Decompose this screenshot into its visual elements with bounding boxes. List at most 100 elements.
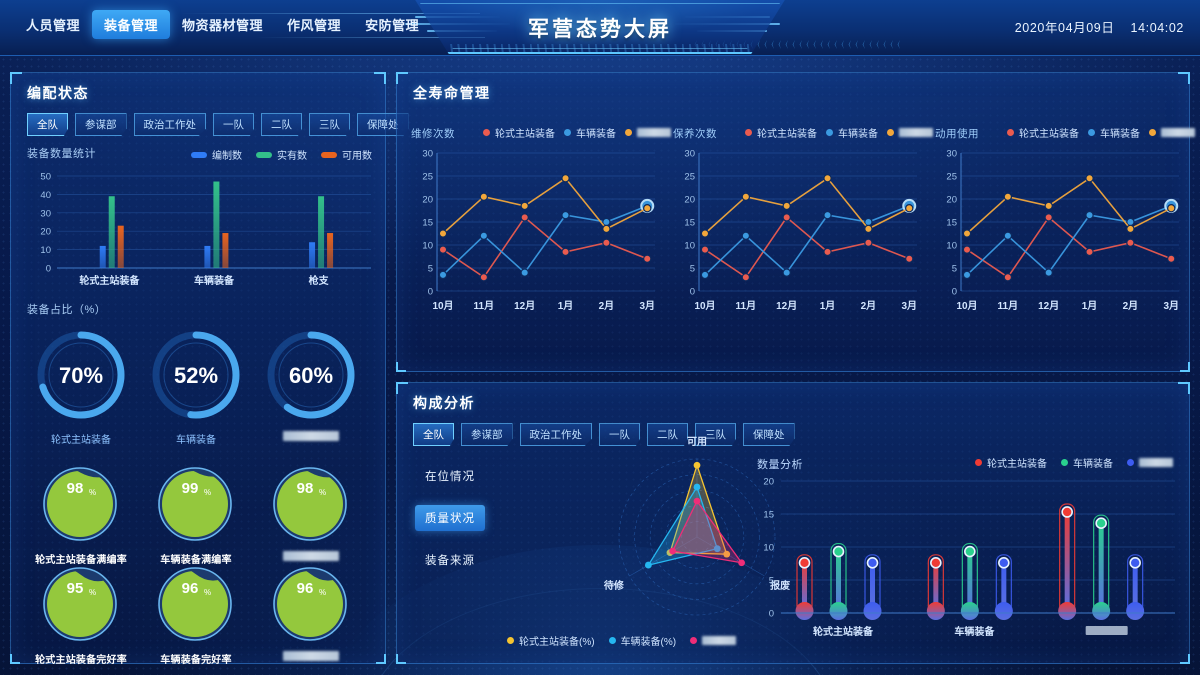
- bar-legend-label-0: 编制数: [212, 151, 242, 162]
- composition-filter-2[interactable]: 政治工作处: [519, 423, 592, 446]
- svg-text:3月: 3月: [901, 300, 917, 312]
- liquid-gauge-0: 98%: [43, 467, 117, 541]
- svg-text:70%: 70%: [59, 363, 103, 388]
- radar-legend-swatch-1: [608, 637, 616, 644]
- radar-legend-label-redacted-2: [702, 636, 737, 645]
- allocation-filter-2[interactable]: 政治工作处: [133, 113, 206, 136]
- lifecycle-legend-2-item-0: 轮式主站装备: [1007, 125, 1079, 140]
- svg-text:0: 0: [428, 287, 433, 298]
- svg-text:10: 10: [946, 241, 957, 252]
- radar-legend-label-1: 车辆装备(%): [620, 637, 677, 648]
- svg-text:20: 20: [684, 195, 695, 206]
- svg-text:%: %: [89, 488, 96, 497]
- svg-text:25: 25: [684, 172, 695, 183]
- bar-section-label: 装备数量统计: [27, 148, 96, 160]
- allocation-filter-group[interactable]: 全队 参谋部 政治工作处 一队 二队 三队 保障处: [27, 113, 409, 136]
- panel-composition-analysis: 构成分析 全队 参谋部 政治工作处 一队 二队 三队 保障处 可用 报废 待修 轮式主站装备(%…: [396, 382, 1190, 664]
- side-tab-1[interactable]: 质量状况: [415, 505, 485, 531]
- liquid-gauge-label-0: 轮式主站装备满编率: [35, 555, 127, 566]
- composition-filter-group[interactable]: 全队 参谋部 政治工作处 一队 二队 三队 保障处: [413, 423, 795, 446]
- lifecycle-legend-2-item-2: [1149, 128, 1195, 137]
- svg-text:枪支: 枪支: [309, 274, 330, 287]
- composition-filter-6[interactable]: 保障处: [743, 423, 795, 446]
- svg-text:轮式主站装备: 轮式主站装备: [813, 625, 874, 638]
- main-nav[interactable]: 人员管理 装备管理 物资器材管理 作风管理 安防管理: [14, 0, 431, 48]
- title-frame: [415, 0, 785, 54]
- nav-item-1[interactable]: 装备管理: [92, 9, 171, 39]
- side-tab-0[interactable]: 在位情况: [425, 471, 475, 483]
- qty-legend-swatch-2: [1127, 459, 1134, 466]
- svg-text:5: 5: [690, 264, 695, 275]
- composition-filter-0[interactable]: 全队: [413, 423, 454, 446]
- svg-text:车辆装备: 车辆装备: [954, 625, 995, 638]
- lifecycle-legend-1-label-1: 车辆装备: [838, 129, 878, 140]
- lifecycle-legend-1-item-2: [887, 128, 933, 137]
- header-bar: 人员管理 装备管理 物资器材管理 作风管理 安防管理 军营态势大屏 2020年04月09…: [0, 0, 1200, 56]
- allocation-filter-3[interactable]: 一队: [213, 113, 254, 136]
- svg-text:98: 98: [67, 480, 84, 497]
- quantity-analysis-bar-chart: 0 5 10 15 20 轮式主站装备 车辆装备: [763, 477, 1175, 638]
- allocation-filter-6[interactable]: 保障处: [357, 113, 409, 136]
- nav-item-4[interactable]: 安防管理: [365, 17, 420, 33]
- lifecycle-legend-0-item-2: [625, 128, 671, 137]
- allocation-filter-1[interactable]: 参谋部: [75, 113, 127, 136]
- svg-text:2月: 2月: [1123, 300, 1139, 312]
- nav-item-2[interactable]: 物资器材管理: [182, 17, 264, 33]
- svg-text:30: 30: [40, 208, 51, 219]
- allocation-filter-0[interactable]: 全队: [27, 113, 68, 136]
- qty-legend-label-1: 车辆装备: [1073, 459, 1113, 470]
- svg-text:10月: 10月: [956, 300, 977, 312]
- allocation-filter-5[interactable]: 三队: [309, 113, 350, 136]
- lifecycle-legend-2-swatch-2: [1149, 129, 1156, 136]
- lifecycle-legend-0-label-1: 车辆装备: [576, 129, 616, 140]
- svg-text:轮式主站装备: 轮式主站装备: [79, 274, 140, 287]
- nav-item-3[interactable]: 作风管理: [287, 17, 342, 33]
- radar-legend-swatch-2: [690, 637, 698, 644]
- header-accent-line-1: [180, 13, 480, 14]
- svg-text:0: 0: [952, 287, 957, 298]
- svg-text:%: %: [319, 588, 326, 597]
- svg-text:25: 25: [422, 172, 433, 183]
- svg-text:可用: 可用: [687, 436, 707, 448]
- qty-legend-label-0: 轮式主站装备: [987, 459, 1047, 470]
- lifecycle-chart-title-0: 维修次数: [411, 128, 455, 140]
- equipment-count-bar-chart: 0 10 20 30 40 50 轮式主站装备 车辆装备 枪支: [40, 172, 371, 287]
- lifecycle-legend-1-item-1: 车辆装备: [826, 125, 878, 140]
- svg-text:2月: 2月: [599, 300, 615, 312]
- qty-legend-swatch-0: [975, 459, 982, 466]
- lifecycle-chart-title-1: 保养次数: [673, 128, 717, 140]
- ratio-ring-label-0: 轮式主站装备: [51, 435, 111, 446]
- composition-filter-3[interactable]: 一队: [599, 423, 640, 446]
- svg-text:5: 5: [769, 576, 774, 587]
- bar-legend-item-0: 编制数: [191, 147, 242, 162]
- lifecycle-line-chart-1: 0 5 10 15 20 25 30 10月 11月 12月 1月 2月 3月: [684, 149, 917, 313]
- lifecycle-legend-0-swatch-2: [625, 129, 632, 136]
- svg-text:12月: 12月: [1038, 300, 1059, 312]
- lifecycle-line-chart-0: 0 5 10 15 20 25 30 10月 11月 12月 1月 2月 3月: [422, 149, 655, 313]
- panel-lifecycle-management: 全寿命管理 维修次数 轮式主站装备 车辆装备 0 5 10 15 20 25 30 10月 11月 12…: [396, 72, 1195, 372]
- svg-text:15: 15: [946, 218, 957, 229]
- lifecycle-legend-0-label-redacted-2: [637, 128, 671, 137]
- lifecycle-legend-0-item-1: 车辆装备: [564, 125, 616, 140]
- svg-text:96: 96: [297, 580, 314, 597]
- svg-text:10月: 10月: [432, 300, 453, 312]
- svg-text:0: 0: [769, 609, 774, 620]
- lifecycle-legend-0-swatch-0: [483, 129, 490, 136]
- svg-text:报废: 报废: [770, 579, 790, 592]
- side-tab-2[interactable]: 装备来源: [425, 555, 475, 567]
- bar-legend-item-1: 实有数: [256, 147, 307, 162]
- page-title: 军营态势大屏: [528, 18, 672, 41]
- svg-text:15: 15: [763, 510, 774, 521]
- svg-text:5: 5: [952, 264, 957, 275]
- svg-text:20: 20: [422, 195, 433, 206]
- composition-filter-4[interactable]: 二队: [647, 423, 688, 446]
- composition-filter-1[interactable]: 参谋部: [461, 423, 513, 446]
- panel-title-composition: 构成分析: [413, 395, 475, 411]
- lifecycle-legend-0-swatch-1: [564, 129, 571, 136]
- nav-item-0[interactable]: 人员管理: [26, 17, 81, 33]
- panel-title-lifecycle: 全寿命管理: [413, 85, 491, 101]
- ratio-ring-label-2: [256, 431, 366, 443]
- composition-filter-5[interactable]: 三队: [695, 423, 736, 446]
- allocation-filter-4[interactable]: 二队: [261, 113, 302, 136]
